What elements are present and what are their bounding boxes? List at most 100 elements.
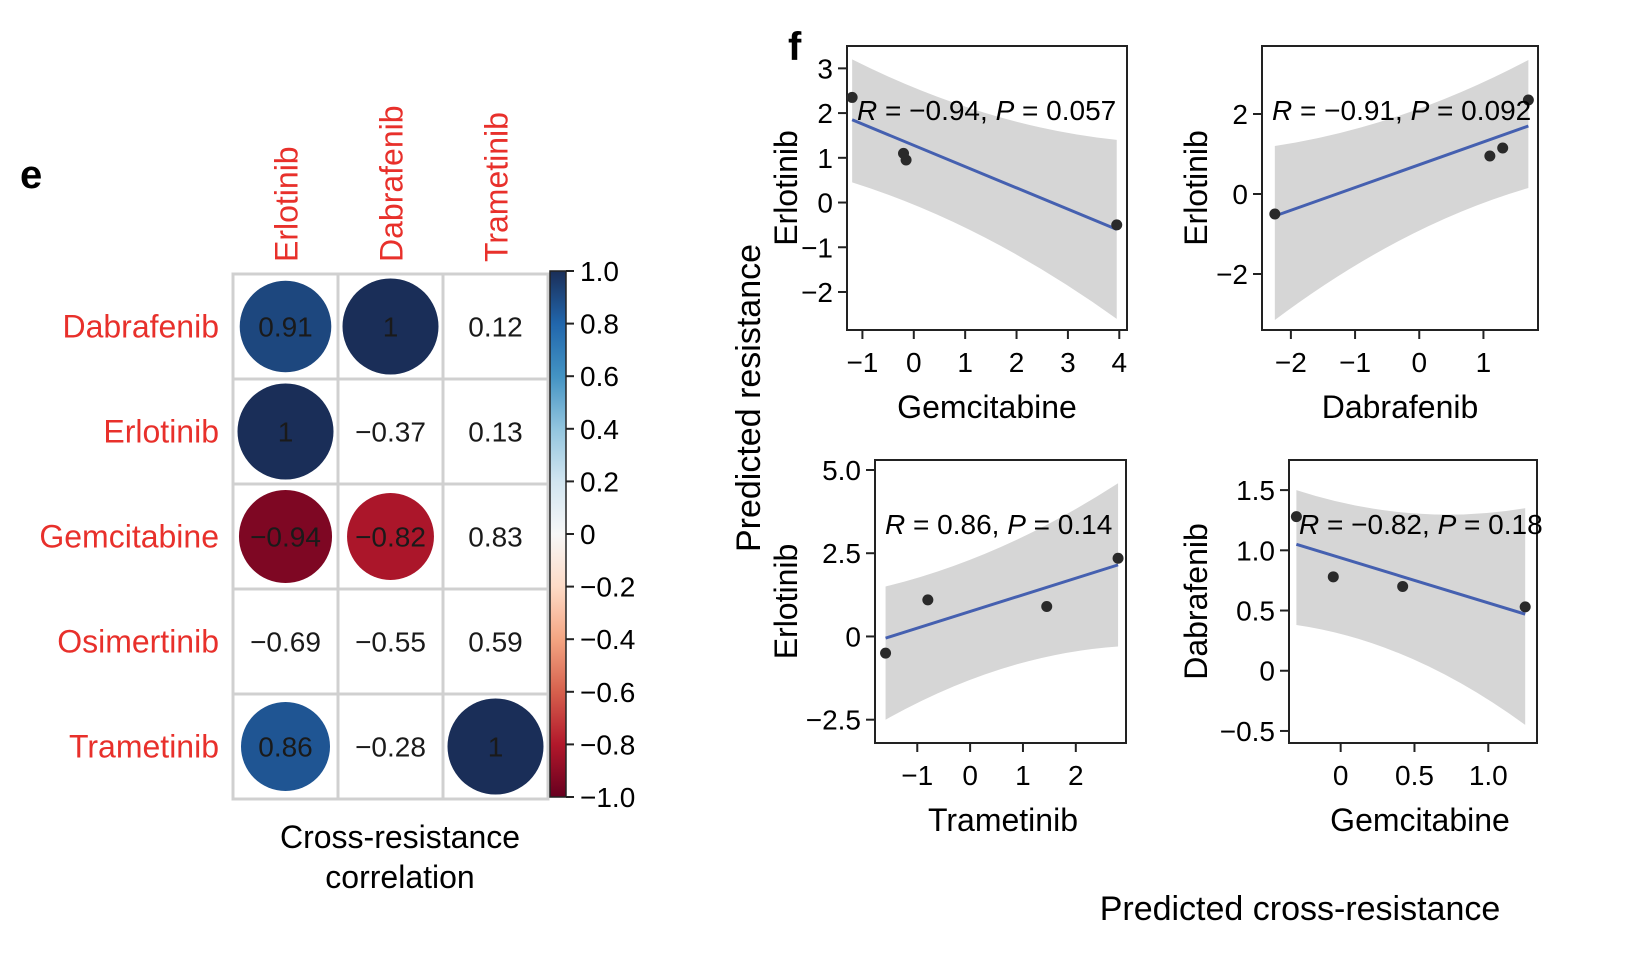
correlation-annotation: R = 0.86, P = 0.14 <box>885 509 1112 540</box>
y-tick-label: −1 <box>801 232 833 263</box>
x-super-label: Predicted cross-resistance <box>1100 890 1501 928</box>
y-super-label: Predicted resistance <box>730 244 768 552</box>
data-point <box>1269 208 1281 220</box>
correlation-annotation: R = −0.91, P = 0.092 <box>1272 95 1531 126</box>
y-tick-label: 0.5 <box>1236 596 1275 627</box>
correlation-annotation: R = −0.82, P = 0.18 <box>1299 509 1543 540</box>
panel-f: f Predicted resistance Predicted cross-r… <box>730 25 1543 928</box>
correlation-circle <box>237 383 334 480</box>
x-tick-label: −1 <box>901 760 933 791</box>
x-tick-label: 2 <box>1068 760 1084 791</box>
data-point <box>1397 580 1409 592</box>
row-label: Osimertinib <box>57 624 219 660</box>
y-tick-label: −2 <box>801 277 833 308</box>
y-tick-label: 1 <box>817 143 833 174</box>
scatter-panel: R = −0.94, P = 0.057 −1 0 1 2 3 4 3 2 1 0 −1 −2 Gemci… <box>768 45 1128 425</box>
column-label: Trametinib <box>479 112 515 262</box>
correlation-circle <box>238 489 333 584</box>
y-tick-label: 3 <box>817 53 833 84</box>
x-tick-label: 0 <box>1411 347 1427 378</box>
panel-e: e Erlotinib Dabrafenib Trametinib Dabrafeni… <box>20 105 635 895</box>
panel-e-label: e <box>20 153 42 197</box>
scatter-panel: R = 0.86, P = 0.14 −1 0 1 2 5.0 2.5 0 −2.5 Tramet… <box>768 455 1127 838</box>
x-tick-label: 4 <box>1112 347 1128 378</box>
colorbar-tick-label: −0.4 <box>580 624 635 655</box>
y-tick-label: 1.0 <box>1236 535 1275 566</box>
correlation-circle <box>239 280 332 373</box>
y-tick-label: 0 <box>845 621 861 652</box>
plot-frame <box>1261 45 1539 331</box>
colorbar-gradient <box>549 270 567 798</box>
y-tick-label: 5.0 <box>822 455 861 486</box>
scatter-panels: R = −0.94, P = 0.057 −1 0 1 2 3 4 3 2 1 0 −1 −2 Gemci… <box>768 45 1543 838</box>
x-tick-label: 1 <box>1476 347 1492 378</box>
confidence-band <box>852 59 1117 319</box>
row-label: Dabrafenib <box>62 309 219 345</box>
fit-line <box>885 563 1119 640</box>
column-label: Dabrafenib <box>374 105 410 262</box>
cell-value: 0.12 <box>468 312 523 343</box>
x-tick-label: 0 <box>962 760 978 791</box>
cell-value: 1 <box>488 732 504 763</box>
cell-value: −0.94 <box>250 522 321 553</box>
data-point <box>1327 571 1339 583</box>
y-axis-label: Erlotinib <box>1178 130 1214 246</box>
y-tick-label: 0 <box>817 188 833 219</box>
data-point <box>900 154 912 166</box>
x-axis-label: Gemcitabine <box>1330 802 1510 838</box>
colorbar: 1.0 0.8 0.6 0.4 0.2 0 −0.2 −0.4 −0.6 −0.8 −1.0 <box>549 256 635 813</box>
y-tick-label: −2 <box>1216 259 1248 290</box>
correlation-circle <box>447 698 544 795</box>
cell-value: 0.13 <box>468 417 523 448</box>
matrix-title-line: Cross-resistance <box>280 819 520 855</box>
cell-value: −0.82 <box>355 522 426 553</box>
x-tick-label: −1 <box>1339 347 1371 378</box>
fit-line <box>1295 542 1526 616</box>
data-point <box>846 91 858 103</box>
cell-value: 0.59 <box>468 627 523 658</box>
row-label: Erlotinib <box>103 414 219 450</box>
colorbar-tick-label: −0.2 <box>580 572 635 603</box>
cell-value: 0.91 <box>258 312 313 343</box>
fit-line <box>851 118 1118 231</box>
plot-frame <box>846 45 1128 331</box>
row-label: Gemcitabine <box>39 519 219 555</box>
matrix-title: Cross-resistance correlation <box>280 819 520 895</box>
x-tick-label: 3 <box>1060 347 1076 378</box>
row-label: Trametinib <box>69 729 219 765</box>
cell-value: −0.37 <box>355 417 426 448</box>
x-axis-label: Dabrafenib <box>1322 389 1479 425</box>
y-tick-label: −2.5 <box>806 705 861 736</box>
data-point <box>880 647 892 659</box>
colorbar-tick-label: 0.4 <box>580 414 619 445</box>
column-label: Erlotinib <box>269 146 305 262</box>
data-point <box>1497 142 1509 154</box>
confidence-band <box>1274 60 1529 320</box>
colorbar-tick-label: 0.8 <box>580 309 619 340</box>
scatter-panel: R = −0.82, P = 0.18 0 0.5 1.0 1.5 1.0 0.5 0 −0.5… <box>1178 459 1543 838</box>
fit-line <box>1274 124 1529 218</box>
plot-frame <box>874 459 1127 744</box>
x-tick-label: −1 <box>846 347 878 378</box>
data-point <box>1112 552 1124 564</box>
colorbar-tick-label: 0.6 <box>580 361 619 392</box>
colorbar-tick-label: −0.8 <box>580 729 635 760</box>
y-tick-label: 0 <box>1232 179 1248 210</box>
y-tick-label: 2 <box>1232 99 1248 130</box>
data-point <box>922 594 934 606</box>
x-tick-label: 1 <box>1015 760 1031 791</box>
y-tick-label: −0.5 <box>1220 716 1275 747</box>
x-tick-label: 1.0 <box>1469 760 1508 791</box>
cell-value: 1 <box>383 312 399 343</box>
x-axis-label: Gemcitabine <box>897 389 1077 425</box>
cell-value: 0.83 <box>468 522 523 553</box>
correlation-annotation: R = −0.94, P = 0.057 <box>857 95 1116 126</box>
correlation-circle <box>342 278 439 375</box>
correlation-circle <box>240 701 331 792</box>
cell-value: 1 <box>278 417 294 448</box>
cell-value: −0.28 <box>355 732 426 763</box>
y-axis-label: Dabrafenib <box>1178 523 1214 680</box>
panel-f-label: f <box>788 25 802 69</box>
y-tick-label: 2.5 <box>822 538 861 569</box>
x-tick-label: 0 <box>906 347 922 378</box>
